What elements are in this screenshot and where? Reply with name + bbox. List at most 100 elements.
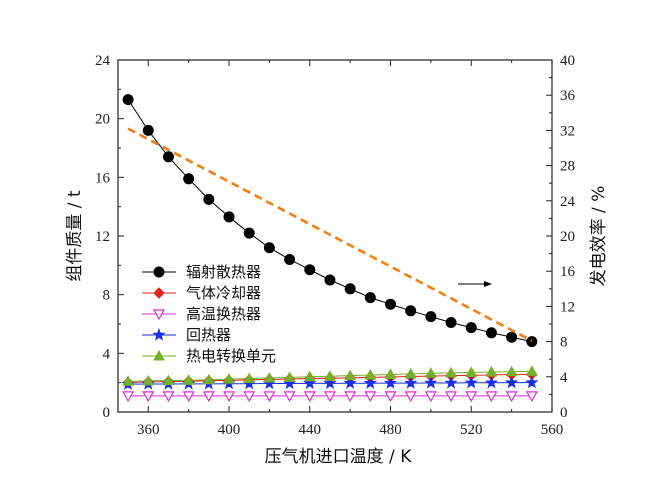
y-axis-left-title: 组件质量 / t: [65, 190, 85, 282]
plot-area: [117, 59, 553, 413]
data-point: [404, 367, 417, 379]
y-axis-right-title: 发电效率 / %: [589, 186, 609, 287]
data-point: [405, 305, 417, 317]
data-point: [243, 227, 255, 239]
data-point: [525, 391, 538, 403]
data-point: [505, 365, 518, 377]
legend-marker: [153, 287, 165, 299]
data-point: [385, 298, 397, 310]
data-point: [263, 371, 276, 383]
data-point: [122, 94, 134, 106]
data-point: [323, 376, 337, 390]
y-right-tick-label: 24: [560, 194, 576, 210]
legend-label: 气体冷却器: [186, 284, 261, 302]
legend-marker: [153, 349, 165, 361]
data-point: [425, 311, 437, 323]
x-tick-label: 520: [460, 422, 483, 438]
axis-ticks: 360 400 440 480 520 5600481216202404812162024…: [95, 53, 576, 438]
data-point: [404, 391, 417, 403]
data-point: [142, 391, 155, 403]
legend-marker: [152, 309, 166, 321]
series-group: [121, 94, 539, 403]
series-3: [122, 391, 538, 403]
legend-label: 回热器: [186, 326, 231, 344]
data-point: [223, 373, 235, 384]
y-right-tick-label: 4: [560, 370, 568, 386]
data-point: [464, 375, 478, 389]
data-point: [364, 391, 377, 403]
data-point: [223, 391, 236, 403]
data-point: [182, 374, 195, 385]
plot-frame: [117, 59, 553, 413]
y-right-tick-label: 36: [560, 88, 576, 104]
data-point: [485, 327, 497, 339]
x-tick-label: 440: [299, 422, 322, 438]
arrow-head: [484, 281, 492, 287]
series-1: [122, 94, 538, 348]
data-point: [304, 264, 316, 276]
y-left-tick-label: 20: [95, 112, 110, 128]
data-point: [485, 365, 498, 377]
data-point: [243, 391, 256, 403]
data-point: [364, 292, 376, 304]
x-tick-label: 400: [218, 422, 241, 438]
y-left-tick-label: 16: [95, 170, 111, 186]
data-point: [526, 336, 538, 348]
x-axis-title: 压气机进口温度 / K: [265, 447, 413, 467]
data-point: [344, 283, 356, 295]
data-point: [444, 376, 458, 389]
y-left-tick-label: 8: [103, 288, 111, 304]
data-point: [343, 376, 357, 389]
data-point: [303, 370, 316, 382]
data-point: [484, 375, 499, 389]
legend-label: 高温换热器: [186, 305, 261, 323]
data-point: [202, 391, 215, 403]
data-point: [303, 391, 316, 403]
data-point: [203, 193, 215, 205]
data-point: [344, 369, 356, 381]
data-point: [384, 391, 397, 403]
efficiency-line: [127, 127, 533, 342]
data-point: [122, 391, 135, 403]
data-point: [142, 124, 154, 136]
y-right-tick-label: 32: [560, 123, 575, 139]
x-tick-label: 560: [541, 422, 564, 438]
data-point: [404, 376, 418, 389]
data-point: [284, 253, 296, 265]
data-point: [364, 369, 377, 380]
data-point: [424, 376, 438, 389]
data-point: [445, 391, 458, 403]
y-left-tick-label: 4: [103, 346, 111, 362]
data-point: [363, 376, 377, 389]
data-point: [324, 370, 336, 381]
data-point: [465, 366, 478, 377]
x-tick-label: 480: [379, 422, 402, 438]
data-point: [505, 375, 519, 389]
data-point: [182, 391, 195, 403]
data-point: [465, 391, 478, 403]
data-point: [323, 391, 336, 403]
data-point: [525, 365, 538, 376]
x-tick-label: 360: [137, 422, 160, 438]
legend-marker: [153, 266, 165, 278]
legend-item: 辐射散热器: [142, 263, 261, 281]
data-point: [383, 376, 398, 389]
data-point: [263, 391, 276, 403]
legend-item: 回热器: [142, 326, 231, 344]
y-left-tick-label: 24: [95, 53, 111, 69]
data-point: [445, 317, 457, 329]
series-6: [127, 127, 533, 342]
data-point: [183, 173, 195, 185]
y-right-tick-label: 8: [560, 335, 568, 351]
y-right-tick-label: 12: [560, 299, 575, 315]
data-point: [303, 376, 317, 390]
legend-label: 热电转换单元: [186, 347, 276, 365]
data-point: [506, 331, 518, 343]
y-left-tick-label: 12: [95, 229, 110, 245]
data-point: [384, 368, 397, 379]
annotation-group: [458, 281, 492, 287]
data-point: [162, 151, 174, 163]
data-point: [344, 391, 357, 403]
